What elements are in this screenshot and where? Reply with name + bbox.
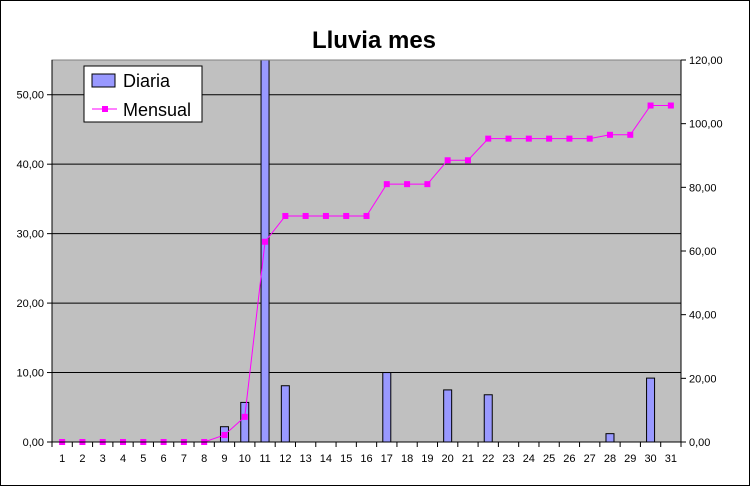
x-tick-label: 6 (161, 453, 167, 465)
y-tick-label-right: 20,00 (689, 373, 717, 385)
x-tick-label: 4 (120, 453, 126, 465)
point-mensual (546, 135, 553, 142)
x-tick-label: 26 (563, 453, 575, 465)
point-mensual (262, 238, 269, 245)
x-tick-label: 29 (624, 453, 636, 465)
point-mensual (424, 181, 431, 188)
bar-diaria (240, 401, 250, 443)
point-mensual (647, 102, 654, 109)
point-mensual (566, 135, 573, 142)
point-mensual (525, 135, 532, 142)
x-tick-label: 20 (442, 453, 454, 465)
point-mensual (606, 131, 613, 138)
x-tick-label: 2 (79, 453, 85, 465)
y-tick-label-left: 20,00 (16, 298, 44, 310)
point-mensual (485, 135, 492, 142)
y-tick-label-left: 0,00 (23, 437, 44, 449)
x-tick-label: 8 (201, 453, 207, 465)
x-tick-label: 9 (221, 453, 227, 465)
y-tick-label-left: 30,00 (16, 229, 44, 241)
x-tick-label: 28 (604, 453, 616, 465)
point-mensual (241, 413, 248, 420)
point-mensual (383, 181, 390, 188)
point-mensual (627, 131, 634, 138)
point-mensual (505, 135, 512, 142)
x-tick-label: 19 (421, 453, 433, 465)
x-tick-label: 16 (360, 453, 372, 465)
bar-diaria (646, 377, 656, 443)
bar-diaria (605, 433, 615, 443)
y-tick-label-right: 80,00 (689, 182, 717, 194)
point-mensual (667, 102, 674, 109)
y-tick-label-left: 50,00 (16, 90, 44, 102)
bar-diaria (260, 59, 270, 443)
x-tick-label: 14 (320, 453, 332, 465)
y-tick-label-right: 60,00 (689, 246, 717, 258)
x-tick-label: 22 (482, 453, 494, 465)
point-mensual (221, 431, 228, 438)
x-tick-label: 25 (543, 453, 555, 465)
x-tick-label: 13 (300, 453, 312, 465)
x-tick-label: 21 (462, 453, 474, 465)
point-mensual (363, 212, 370, 219)
legend-marker-mensual (102, 106, 108, 112)
bar-diaria (280, 385, 290, 443)
x-tick-label: 23 (502, 453, 514, 465)
y-tick-label-left: 10,00 (16, 368, 44, 380)
point-mensual (282, 212, 289, 219)
x-tick-label: 27 (584, 453, 596, 465)
x-tick-label: 10 (239, 453, 251, 465)
bar-diaria (382, 372, 392, 443)
point-mensual (464, 157, 471, 164)
x-tick-label: 5 (140, 453, 146, 465)
x-tick-label: 17 (381, 453, 393, 465)
point-mensual (302, 212, 309, 219)
x-tick-label: 12 (279, 453, 291, 465)
x-tick-label: 24 (523, 453, 535, 465)
y-tick-label-right: 40,00 (689, 310, 717, 322)
x-tick-label: 15 (340, 453, 352, 465)
bar-diaria (443, 389, 453, 443)
plot-area: 0,00 10,00 20,00 30,00 40,00 50,00 0,00 20,00 40… (16, 55, 722, 465)
point-mensual (586, 135, 593, 142)
x-tick-label: 3 (100, 453, 106, 465)
x-tick-label: 31 (665, 453, 677, 465)
legend-label-diaria: Diaria (123, 71, 171, 91)
y-tick-label-left: 40,00 (16, 159, 44, 171)
y-tick-label-right: 120,00 (689, 55, 723, 67)
point-mensual (404, 181, 411, 188)
legend-label-mensual: Mensual (123, 100, 191, 120)
x-tick-label: 30 (644, 453, 656, 465)
x-tick-label: 7 (181, 453, 187, 465)
plot-background (52, 60, 681, 442)
y-tick-label-right: 100,00 (689, 119, 723, 131)
x-tick-label: 11 (259, 453, 270, 465)
point-mensual (343, 212, 350, 219)
bar-diaria (483, 394, 493, 443)
point-mensual (444, 157, 451, 164)
chart-title: Lluvia mes (312, 27, 436, 54)
point-mensual (322, 212, 329, 219)
legend-swatch-diaria (91, 73, 116, 88)
x-tick-label: 18 (401, 453, 413, 465)
x-tick-label: 1 (59, 453, 65, 465)
y-tick-label-right: 0,00 (689, 437, 710, 449)
legend: Diaria Mensual (83, 65, 203, 123)
